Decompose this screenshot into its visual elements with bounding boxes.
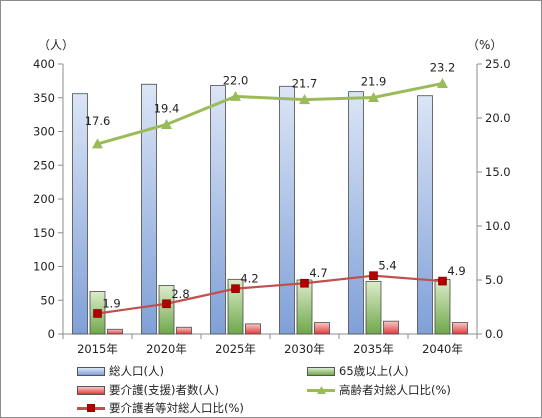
x-tick-label: 2020年 <box>146 342 187 356</box>
right-tick-label: 10.0 <box>485 219 511 233</box>
series-line <box>97 81 443 146</box>
point-marker <box>437 77 448 88</box>
bar <box>107 328 123 335</box>
legend-swatch-care-recipients <box>77 385 105 395</box>
data-label: 4.2 <box>240 272 258 286</box>
data-label: 21.9 <box>361 74 387 88</box>
right-tick-label: 15.0 <box>485 165 511 179</box>
legend-label-total-population: 総人口(人) <box>109 364 164 378</box>
left-tick-label: 50 <box>40 293 55 307</box>
bar <box>245 323 261 335</box>
series-line <box>97 274 443 315</box>
left-tick-label: 150 <box>33 226 55 240</box>
bar <box>176 326 192 335</box>
right-tick-label: 20.0 <box>485 111 511 125</box>
left-tick-label: 0 <box>48 327 55 341</box>
legend-label-care-recipients: 要介護(支援)者数(人) <box>109 383 219 397</box>
bar <box>279 85 295 335</box>
left-tick-label: 350 <box>33 91 55 105</box>
legend-item-total-population: 総人口(人) <box>77 363 164 379</box>
left-tick-label: 200 <box>33 192 55 206</box>
point-marker <box>93 309 102 318</box>
data-labels: 17.6 19.4 22.0 21.7 21.9 23.2 1.9 2.8 4.2 4.7 5.4 4… <box>85 60 466 310</box>
point-marker <box>369 271 378 280</box>
bar <box>158 284 175 335</box>
right-tick-label: 5.0 <box>485 273 503 287</box>
bar <box>417 95 433 335</box>
left-tick-label: 250 <box>33 158 55 172</box>
x-tick-label: 2040年 <box>422 342 463 356</box>
left-axis-label: （人） <box>38 38 74 52</box>
bar <box>296 279 313 335</box>
legend-swatch-elderly-ratio <box>307 385 335 395</box>
legend-item-care-ratio: 要介護者等対総人口比(%) <box>77 400 244 416</box>
point-marker <box>230 90 241 101</box>
left-tick-label: 300 <box>33 125 55 139</box>
legend-swatch-total-population <box>77 366 105 376</box>
axes: 0 50 100 150 200 250 300 350 400 0.0 5.0 10.0 15.0 20… <box>33 57 511 356</box>
left-tick-label: 400 <box>33 57 55 71</box>
legend-item-elderly-ratio: 高齢者対総人口比(%) <box>307 382 451 398</box>
bars <box>72 83 468 335</box>
data-label: 1.9 <box>102 296 120 310</box>
bar <box>452 322 468 335</box>
point-marker <box>300 278 309 288</box>
right-tick-label: 25.0 <box>485 57 511 71</box>
point-marker <box>299 94 310 105</box>
legend-swatch-care-ratio <box>77 403 105 413</box>
data-label: 23.2 <box>430 60 456 74</box>
right-axis-label: （%） <box>467 38 502 52</box>
triangle-marker-icon <box>317 386 326 394</box>
bar <box>348 91 364 335</box>
x-tick-label: 2015年 <box>77 342 118 356</box>
x-tick-label: 2025年 <box>215 342 256 356</box>
point-marker <box>161 118 172 129</box>
bar <box>365 280 382 335</box>
bar <box>383 320 399 335</box>
bar <box>314 322 330 335</box>
bar <box>227 278 244 335</box>
data-label: 4.9 <box>447 264 465 278</box>
left-tick-label: 100 <box>33 260 55 274</box>
legend-item-elderly: 65歳以上(人) <box>307 363 409 379</box>
point-marker <box>368 91 379 102</box>
point-marker <box>438 276 447 286</box>
data-label: 22.0 <box>223 73 249 87</box>
bar <box>72 93 88 335</box>
data-label: 2.8 <box>171 287 189 301</box>
x-tick-label: 2030年 <box>284 342 325 356</box>
bar <box>210 85 226 335</box>
data-label: 4.7 <box>309 266 327 280</box>
data-label: 21.7 <box>292 77 318 91</box>
x-tick-label: 2035年 <box>353 342 394 356</box>
legend-label-care-ratio: 要介護者等対総人口比(%) <box>109 401 244 415</box>
data-label: 5.4 <box>378 259 396 273</box>
square-marker-icon <box>87 404 95 412</box>
point-marker <box>231 284 240 293</box>
lines <box>92 77 448 318</box>
legend-label-elderly: 65歳以上(人) <box>339 364 409 378</box>
data-label: 19.4 <box>154 101 180 115</box>
bar <box>434 278 451 335</box>
data-label: 17.6 <box>85 114 111 128</box>
legend-swatch-elderly <box>307 366 335 376</box>
right-tick-label: 0.0 <box>485 327 503 341</box>
point-marker <box>92 138 103 149</box>
legend-label-elderly-ratio: 高齢者対総人口比(%) <box>339 383 451 397</box>
legend-item-care-recipients: 要介護(支援)者数(人) <box>77 382 219 398</box>
bar <box>141 83 157 335</box>
point-marker <box>162 299 171 309</box>
